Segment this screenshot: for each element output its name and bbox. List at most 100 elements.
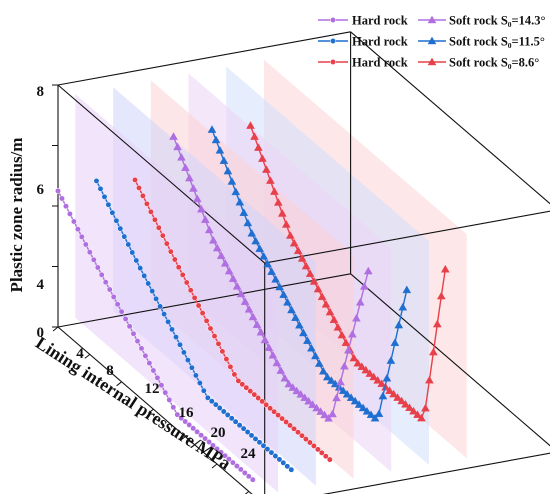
data-point	[260, 442, 267, 449]
data-point	[355, 297, 365, 306]
data-point	[338, 386, 348, 394]
y-tick-label: 6	[37, 182, 45, 198]
data-point	[182, 418, 189, 425]
data-point	[93, 177, 100, 184]
data-point	[256, 327, 266, 336]
data-point	[358, 403, 368, 412]
data-point	[333, 322, 343, 331]
data-point	[212, 401, 219, 408]
series-line	[55, 187, 256, 483]
data-point	[397, 396, 406, 405]
data-point	[200, 387, 207, 394]
x-tick-mark	[52, 326, 59, 332]
data-point	[321, 299, 331, 308]
data-point	[281, 220, 291, 228]
data-point	[263, 401, 270, 408]
data-point	[363, 266, 373, 275]
data-point	[317, 292, 327, 300]
data-point	[299, 432, 305, 439]
axes-box	[52, 31, 550, 494]
data-point	[98, 271, 105, 278]
data-point	[191, 294, 198, 301]
legend-label: Hard rock	[352, 14, 408, 28]
y-tick-label: 4	[37, 277, 45, 293]
series-line	[207, 125, 412, 422]
legend-item: Hard rock	[318, 56, 408, 70]
data-point	[326, 376, 336, 384]
data-point	[341, 338, 351, 346]
x-tick-mark	[116, 381, 122, 387]
data-point	[239, 208, 249, 216]
x-tick-mark	[211, 463, 218, 469]
data-point	[149, 288, 156, 295]
axis-edge	[57, 31, 351, 86]
data-point	[204, 394, 211, 401]
data-point	[208, 235, 218, 244]
data-point	[203, 317, 210, 324]
data-point	[94, 264, 101, 271]
data-point	[240, 425, 247, 432]
data-point	[167, 248, 174, 255]
data-point	[216, 405, 223, 411]
axis-edge	[264, 210, 550, 264]
data-point	[237, 466, 244, 473]
data-point	[308, 400, 317, 408]
data-point	[207, 125, 217, 133]
data-point	[258, 154, 267, 162]
data-point	[369, 372, 379, 381]
depth-panels	[75, 59, 467, 493]
data-point	[233, 463, 240, 469]
x-tick-label: 12	[145, 381, 160, 397]
data-point	[224, 411, 231, 418]
data-point	[165, 318, 172, 325]
data-point	[247, 228, 257, 237]
data-point	[398, 302, 408, 311]
data-point	[440, 264, 450, 273]
data-point	[215, 145, 225, 154]
data-point	[325, 307, 335, 316]
data-point	[244, 304, 254, 313]
data-point	[231, 187, 241, 196]
data-point	[337, 330, 347, 339]
data-point	[301, 261, 311, 270]
data-point	[401, 399, 410, 408]
data-point	[138, 345, 145, 352]
data-point	[283, 419, 290, 425]
x-tick-mark	[84, 354, 91, 359]
data-point	[211, 135, 221, 144]
data-point	[284, 379, 294, 388]
data-point	[151, 216, 158, 223]
data-point	[255, 244, 265, 252]
data-point	[361, 365, 371, 374]
data-point	[245, 473, 252, 480]
data-point	[231, 371, 238, 378]
data-point	[276, 456, 283, 463]
data-point	[175, 264, 182, 271]
legend-item: Hard rock	[318, 14, 408, 28]
data-point	[126, 323, 133, 330]
data-point	[285, 231, 295, 239]
data-point	[220, 408, 227, 415]
y-axis-title: Plastic zone radius/m	[7, 138, 26, 293]
legend-label: Soft rock S₀=8.6°	[449, 56, 539, 70]
data-point	[302, 436, 309, 443]
data-point	[173, 142, 182, 151]
data-point	[179, 271, 186, 278]
data-point	[139, 192, 146, 199]
data-point	[134, 338, 141, 345]
x-tick-mark	[148, 408, 154, 414]
legend-label: Soft rock S₀=11.5°	[449, 35, 545, 49]
data-point	[147, 208, 154, 215]
data-point	[291, 313, 300, 321]
data-point	[350, 396, 360, 405]
data-point	[190, 425, 197, 432]
data-point	[185, 173, 194, 182]
series-line	[93, 177, 295, 473]
data-point	[311, 351, 320, 360]
data-point	[97, 185, 104, 192]
data-point	[273, 198, 283, 206]
data-point	[202, 435, 209, 442]
data-point	[288, 466, 295, 473]
data-point	[354, 400, 364, 408]
data-point	[322, 453, 329, 460]
